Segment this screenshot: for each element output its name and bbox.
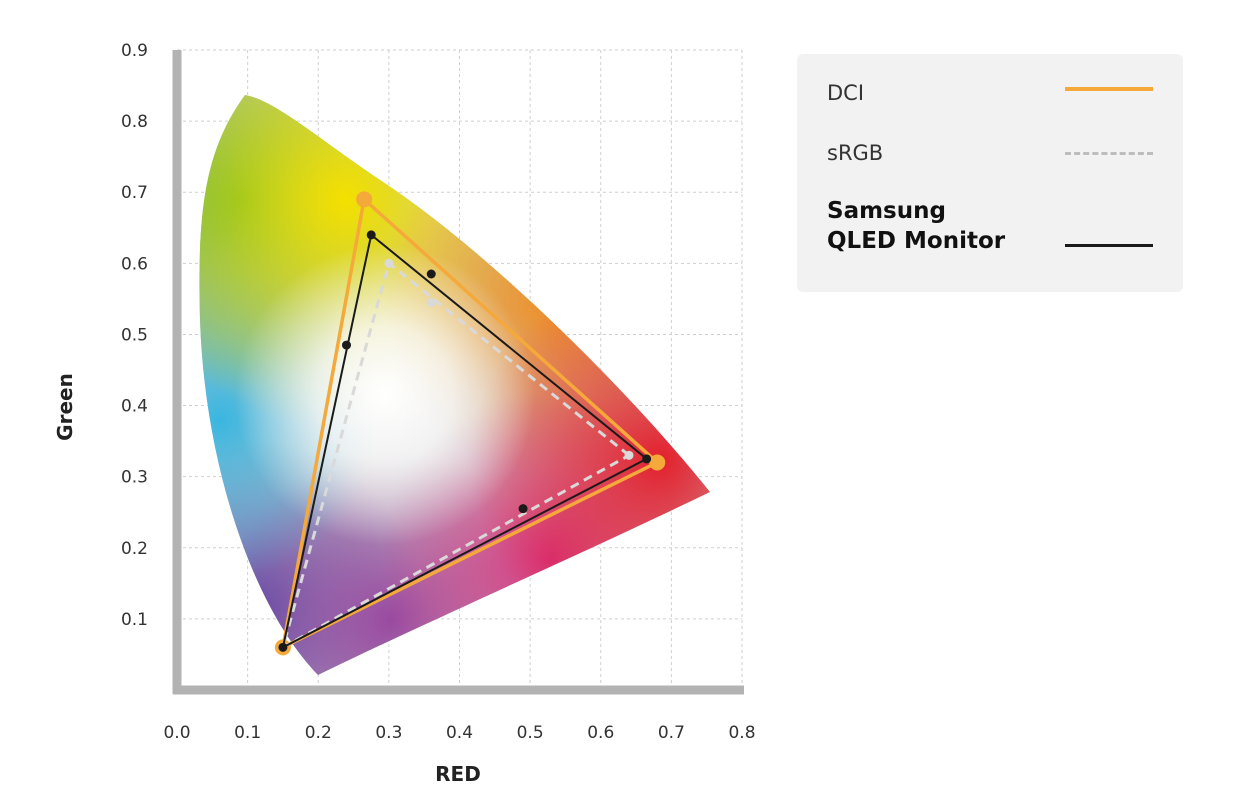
y-tick-label: 0.9 bbox=[121, 41, 148, 61]
series-midpoint bbox=[426, 269, 436, 279]
series-point bbox=[642, 454, 652, 464]
legend-label-samsung: Samsung QLED Monitor bbox=[827, 196, 1005, 256]
x-tick-label: 0.2 bbox=[305, 723, 332, 743]
legend-swatch-dci bbox=[1065, 87, 1153, 91]
legend: DCI sRGB Samsung QLED Monitor bbox=[797, 54, 1183, 292]
x-axis-title: RED bbox=[435, 762, 481, 786]
x-tick-labels: 0.0 0.1 0.2 0.3 0.4 0.5 0.6 0.7 0.8 bbox=[163, 723, 755, 743]
series-midpoint bbox=[426, 297, 436, 307]
legend-label-samsung-line1: Samsung bbox=[827, 198, 946, 224]
series-midpoint bbox=[518, 504, 528, 514]
y-tick-label: 0.6 bbox=[121, 254, 148, 274]
legend-label-samsung-line2: QLED Monitor bbox=[827, 228, 1006, 254]
chromaticity-chart: 0.0 0.1 0.2 0.3 0.4 0.5 0.6 0.7 0.8 0.1 0.2 0.3 0.4… bbox=[53, 41, 756, 786]
x-tick-label: 0.8 bbox=[728, 723, 755, 743]
series-point bbox=[649, 454, 666, 471]
legend-swatch-samsung bbox=[1065, 244, 1153, 247]
y-tick-label: 0.7 bbox=[121, 183, 148, 203]
x-tick-label: 0.0 bbox=[163, 723, 190, 743]
series-line bbox=[281, 261, 631, 649]
y-axis-title: Green bbox=[53, 373, 77, 441]
gamut-series bbox=[274, 191, 666, 656]
x-tick-label: 0.6 bbox=[587, 723, 614, 743]
series-point bbox=[624, 450, 634, 460]
x-tick-label: 0.3 bbox=[375, 723, 402, 743]
y-tick-label: 0.4 bbox=[121, 397, 148, 417]
y-tick-label: 0.8 bbox=[121, 112, 148, 132]
series-line bbox=[281, 197, 659, 650]
series-line bbox=[281, 233, 648, 649]
series-srgb bbox=[278, 258, 634, 652]
series-samsung-qled-monitor bbox=[278, 230, 652, 652]
series-point bbox=[384, 258, 394, 268]
series-dci bbox=[274, 191, 666, 656]
x-tick-label: 0.4 bbox=[446, 723, 473, 743]
series-point bbox=[278, 642, 288, 652]
y-tick-label: 0.5 bbox=[121, 325, 148, 345]
series-point bbox=[356, 191, 373, 208]
x-tick-label: 0.7 bbox=[658, 723, 685, 743]
x-tick-label: 0.5 bbox=[517, 723, 544, 743]
y-tick-label: 0.2 bbox=[121, 539, 148, 559]
legend-swatch-srgb bbox=[1065, 152, 1153, 155]
legend-label-dci: DCI bbox=[827, 81, 865, 105]
y-tick-label: 0.3 bbox=[121, 468, 148, 488]
series-midpoint bbox=[342, 340, 351, 350]
series-point bbox=[366, 230, 376, 240]
y-tick-label: 0.1 bbox=[121, 610, 148, 630]
legend-label-srgb: sRGB bbox=[827, 141, 884, 165]
y-tick-labels: 0.1 0.2 0.3 0.4 0.5 0.6 0.7 0.8 0.9 bbox=[121, 41, 148, 630]
spectral-locus bbox=[199, 95, 710, 675]
x-tick-label: 0.1 bbox=[234, 723, 261, 743]
